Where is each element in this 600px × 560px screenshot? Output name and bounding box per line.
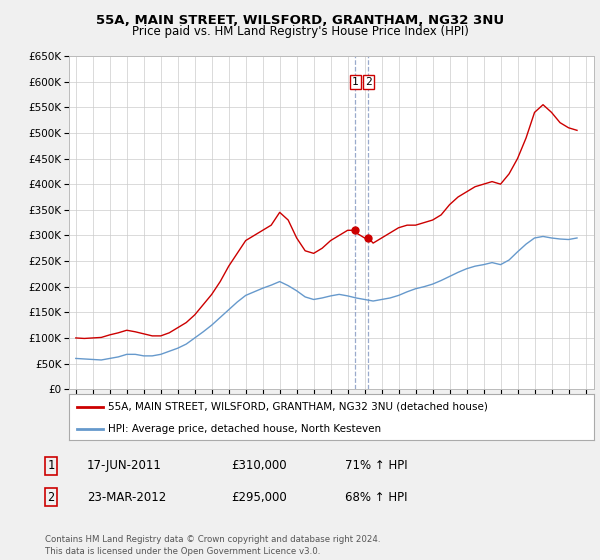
Text: £295,000: £295,000 (231, 491, 287, 504)
Text: 55A, MAIN STREET, WILSFORD, GRANTHAM, NG32 3NU (detached house): 55A, MAIN STREET, WILSFORD, GRANTHAM, NG… (109, 402, 488, 412)
Text: 2: 2 (47, 491, 55, 504)
Text: 17-JUN-2011: 17-JUN-2011 (87, 459, 162, 473)
Text: £310,000: £310,000 (231, 459, 287, 473)
Text: 23-MAR-2012: 23-MAR-2012 (87, 491, 166, 504)
Text: 55A, MAIN STREET, WILSFORD, GRANTHAM, NG32 3NU: 55A, MAIN STREET, WILSFORD, GRANTHAM, NG… (96, 14, 504, 27)
Text: 68% ↑ HPI: 68% ↑ HPI (345, 491, 407, 504)
Text: Price paid vs. HM Land Registry's House Price Index (HPI): Price paid vs. HM Land Registry's House … (131, 25, 469, 38)
Text: 1: 1 (352, 77, 359, 87)
Text: 1: 1 (47, 459, 55, 473)
Text: Contains HM Land Registry data © Crown copyright and database right 2024.
This d: Contains HM Land Registry data © Crown c… (45, 535, 380, 556)
Text: HPI: Average price, detached house, North Kesteven: HPI: Average price, detached house, Nort… (109, 424, 382, 435)
Text: 2: 2 (365, 77, 372, 87)
Text: 71% ↑ HPI: 71% ↑ HPI (345, 459, 407, 473)
